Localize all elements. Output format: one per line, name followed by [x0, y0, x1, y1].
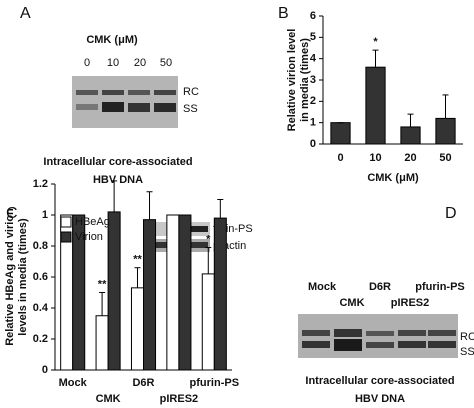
- y-tick-label: 4: [310, 53, 317, 65]
- caption: Intracellular core-associated: [305, 375, 454, 387]
- lane-label: pfurin-PS: [415, 281, 465, 293]
- error-bar: [111, 180, 118, 212]
- x-tick-label: 20: [404, 152, 416, 164]
- gel-title: CMK (μM): [86, 34, 138, 46]
- lane-label: 10: [107, 57, 119, 69]
- x-tick-label: Mock: [59, 377, 88, 389]
- y-axis-label: in media (times): [299, 38, 311, 122]
- error-bar: [205, 247, 212, 274]
- error-bar: [217, 199, 224, 219]
- y-tick-label: 0.6: [33, 271, 48, 283]
- legend-swatch: [60, 216, 72, 228]
- lane-label: D6R: [369, 281, 391, 293]
- x-tick-label: pIRES2: [160, 393, 199, 405]
- y-tick-label: 0.4: [33, 302, 49, 314]
- bar: [435, 117, 456, 145]
- y-tick-label: 0.8: [33, 240, 48, 252]
- significance: **: [98, 278, 107, 290]
- bar: [400, 126, 421, 145]
- bar: [330, 122, 351, 145]
- bar: [166, 214, 180, 371]
- x-tick-label: D6R: [132, 377, 154, 389]
- error-bar: [99, 292, 106, 316]
- y-tick-label: 0: [42, 364, 48, 376]
- lane-label: 0: [84, 57, 90, 69]
- gel-image: [72, 76, 178, 128]
- bar: [213, 217, 227, 371]
- bar: [143, 219, 157, 371]
- legend-label: HBeAg: [75, 216, 110, 228]
- y-tick-label: 5: [310, 31, 316, 43]
- error-bar: [146, 191, 153, 220]
- error-bar: [442, 94, 449, 119]
- y-tick-label: 6: [310, 10, 316, 22]
- lane-label: 20: [134, 57, 146, 69]
- x-tick-label: 0: [337, 152, 343, 164]
- caption: Intracellular core-associated: [43, 156, 192, 168]
- error-bar: [407, 113, 414, 127]
- lane-label: CMK: [339, 297, 364, 309]
- band-label: SS: [183, 103, 198, 115]
- lane-label: Mock: [308, 281, 337, 293]
- panel-letter: B: [278, 5, 289, 22]
- lane-label: 50: [160, 57, 172, 69]
- x-tick-label: pfurin-PS: [190, 377, 240, 389]
- lane-label: pIRES2: [391, 297, 430, 309]
- gel-image: [298, 314, 458, 358]
- x-tick-label: 50: [439, 152, 451, 164]
- significance: *: [373, 36, 378, 48]
- legend-label: Virion: [75, 231, 103, 243]
- bar: [201, 273, 215, 371]
- y-tick-label: 3: [310, 74, 316, 86]
- bar: [95, 315, 109, 371]
- y-tick-label: 1.2: [33, 178, 48, 190]
- significance: *: [206, 233, 211, 245]
- bar: [130, 287, 145, 371]
- x-tick-label: CMK: [96, 393, 121, 405]
- y-axis-label: Relative HBeAg and virion: [4, 208, 16, 346]
- significance: **: [133, 254, 142, 266]
- y-tick-label: 0: [310, 138, 316, 150]
- panel-letter: C: [6, 205, 18, 222]
- caption: HBV DNA: [93, 174, 143, 186]
- panel-letter: D: [445, 205, 457, 222]
- y-axis-label: Relative virion level: [286, 29, 298, 132]
- legend-swatch: [60, 231, 72, 243]
- bar: [178, 214, 192, 371]
- x-tick-label: 10: [369, 152, 381, 164]
- y-tick-label: 1: [310, 117, 316, 129]
- bar: [107, 211, 121, 371]
- y-axis-label: levels in media (times): [17, 218, 29, 336]
- error-bar: [134, 267, 141, 288]
- y-tick-label: 2: [310, 95, 316, 107]
- band-label: SS: [460, 346, 474, 358]
- band-label: RC: [460, 331, 474, 343]
- panel-letter: A: [20, 5, 31, 22]
- bar: [365, 66, 386, 145]
- band-label: RC: [183, 86, 199, 98]
- y-tick-label: 0.2: [33, 333, 48, 345]
- x-axis-label: CMK (μM): [367, 172, 419, 184]
- error-bar: [372, 49, 379, 68]
- caption: HBV DNA: [355, 393, 405, 405]
- y-tick-label: 1: [42, 209, 48, 221]
